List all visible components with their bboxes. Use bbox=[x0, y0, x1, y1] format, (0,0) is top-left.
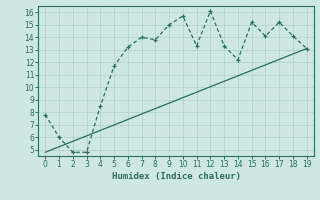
X-axis label: Humidex (Indice chaleur): Humidex (Indice chaleur) bbox=[111, 172, 241, 181]
